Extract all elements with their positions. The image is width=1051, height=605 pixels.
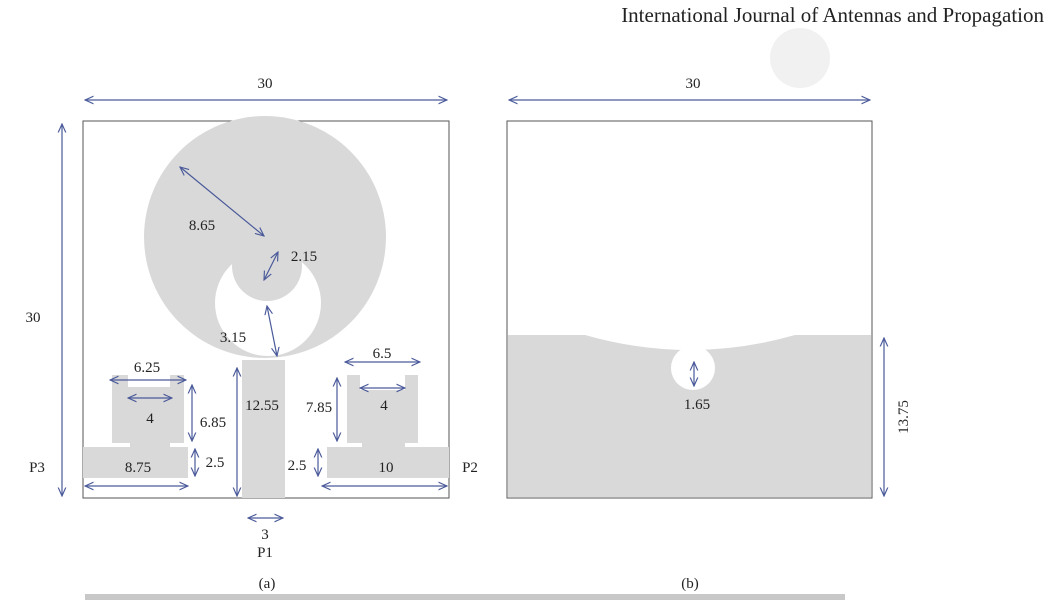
- caption: (b): [681, 576, 699, 592]
- caption: (a): [259, 576, 276, 592]
- dimension-arrow: [180, 167, 264, 236]
- dim-label: 2.5: [288, 458, 307, 474]
- dim-label: 30: [686, 76, 701, 92]
- dimension-arrow: [264, 252, 278, 280]
- dim-label: 30: [258, 76, 273, 92]
- dim-label: 2.15: [291, 249, 317, 265]
- dim-label: 2.5: [206, 455, 225, 471]
- dim-label: 13.75: [896, 400, 912, 434]
- antenna-b: [506, 120, 873, 499]
- port-label: P2: [462, 460, 478, 476]
- dim-label: 12.55: [245, 398, 279, 414]
- dim-label: 8.75: [125, 460, 151, 476]
- dim-label: 6.25: [134, 360, 160, 376]
- dim-label: 30: [26, 310, 41, 326]
- antenna-a: [82, 116, 450, 499]
- dim-label: 8.65: [189, 218, 215, 234]
- dim-label: 1.65: [684, 397, 710, 413]
- dim-label: 7.85: [306, 400, 332, 416]
- dim-label: 4: [380, 398, 388, 414]
- dim-label: 3: [261, 527, 269, 543]
- dim-label: 6.5: [373, 346, 392, 362]
- scrollbar: [85, 594, 845, 600]
- port-label: P1: [257, 545, 273, 561]
- dim-label: 4: [146, 411, 154, 427]
- dimension-arrow: [267, 306, 277, 356]
- port-label: P3: [29, 460, 45, 476]
- dim-label: 6.85: [200, 415, 226, 431]
- decoration: [770, 28, 830, 88]
- dim-label: 3.15: [220, 330, 246, 346]
- journal-header: International Journal of Antennas and Pr…: [621, 3, 1044, 27]
- dim-label: 10: [379, 460, 394, 476]
